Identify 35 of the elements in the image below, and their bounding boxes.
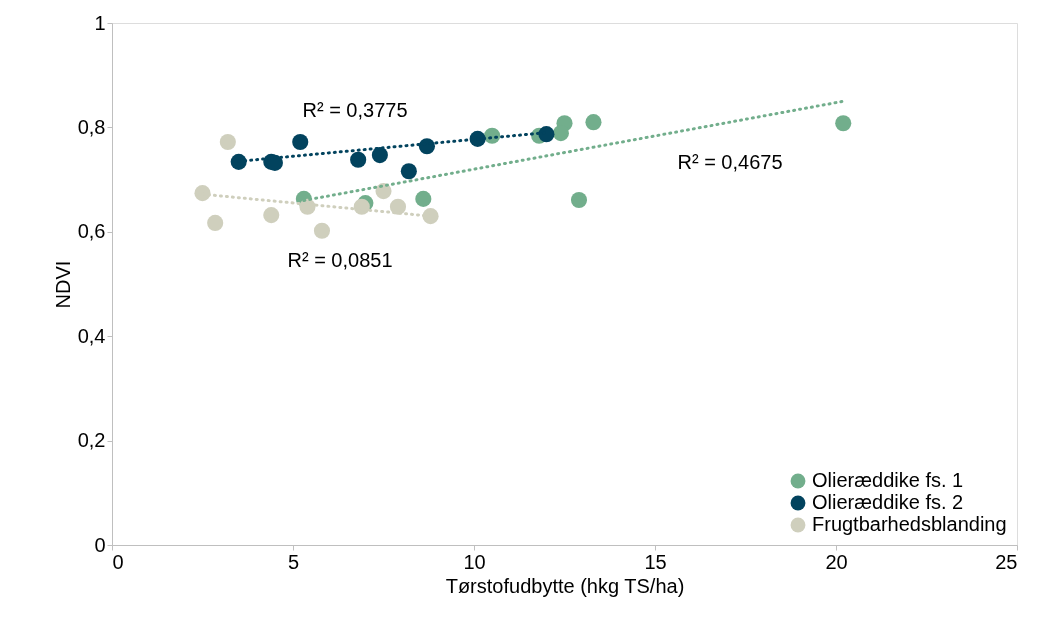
point [219, 133, 236, 151]
legend-label: Olieræddike fs. 2 [812, 491, 964, 513]
point [207, 214, 224, 231]
point [552, 125, 569, 142]
point [415, 190, 432, 207]
point [835, 115, 852, 132]
annotation: R² = 0,4675 [677, 151, 783, 173]
y-tick-label: 0,8 [77, 115, 106, 138]
x-tick-label: 15 [644, 550, 667, 573]
point [570, 191, 588, 208]
y-tick-label: 0 [94, 533, 106, 556]
x-tick-label: 10 [463, 550, 486, 573]
y-tick-label: 0,2 [77, 429, 106, 452]
y-tick-label: 0,4 [77, 324, 106, 347]
x-tick-label: 25 [995, 550, 1018, 573]
point [313, 222, 331, 239]
x-tick-label: 0 [112, 550, 124, 573]
point [371, 147, 388, 164]
annotation: R² = 0,0851 [287, 249, 393, 271]
x-tick-label: 20 [825, 550, 848, 573]
point [263, 207, 280, 224]
y-tick-label: 1 [94, 11, 106, 34]
y-axis-title: NDVI [51, 260, 74, 309]
point [350, 151, 367, 168]
x-axis-title: Tørstofudbytte (hkg TS/ha) [445, 574, 685, 597]
point [292, 133, 309, 151]
legend-label: Frugtbarhedsblanding [812, 513, 1007, 535]
point [585, 114, 602, 131]
point [389, 198, 407, 215]
point [538, 126, 555, 143]
y-tick-label: 0,6 [77, 220, 106, 243]
annotation: R² = 0,3775 [302, 99, 408, 121]
point [400, 163, 417, 180]
x-tick-label: 5 [287, 550, 300, 573]
legend-label: Olieræddike fs. 1 [812, 469, 964, 491]
